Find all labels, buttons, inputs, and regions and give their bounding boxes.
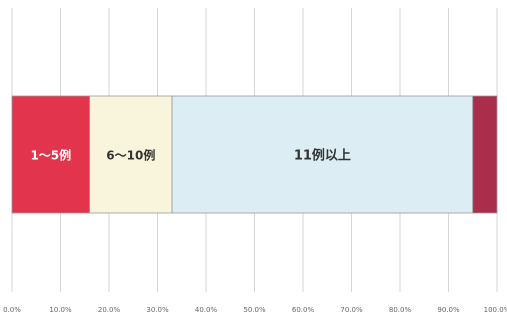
x-tick-label: 20.0% — [98, 306, 121, 314]
x-tick-label: 70.0% — [340, 306, 363, 314]
x-tick-label: 50.0% — [243, 306, 266, 314]
x-tick-label: 90.0% — [437, 306, 460, 314]
bar-segment — [171, 95, 474, 214]
segment-label-layer: 1～5例 6～10例 11例以上 — [30, 148, 350, 164]
x-tick-label: 80.0% — [389, 306, 412, 314]
bar-layer — [11, 95, 498, 214]
segment-label: 11例以上 — [294, 148, 351, 164]
bar-segment — [472, 95, 498, 214]
x-tick-label: 100.0% — [484, 306, 507, 314]
bar-segment — [11, 95, 90, 214]
x-axis-tick-layer: 0.0% 10.0% 20.0% 30.0% 40.0% 50.0% 60.0% 70.0% 8… — [3, 306, 507, 314]
x-tick-label: 30.0% — [146, 306, 169, 314]
x-tick-label: 10.0% — [49, 306, 72, 314]
x-tick-label: 40.0% — [195, 306, 218, 314]
x-tick-label: 60.0% — [292, 306, 315, 314]
bar-segment — [89, 95, 173, 214]
x-tick-label: 0.0% — [3, 306, 21, 314]
segment-label: 1～5例 — [30, 148, 71, 163]
segment-label: 6～10例 — [106, 148, 155, 163]
